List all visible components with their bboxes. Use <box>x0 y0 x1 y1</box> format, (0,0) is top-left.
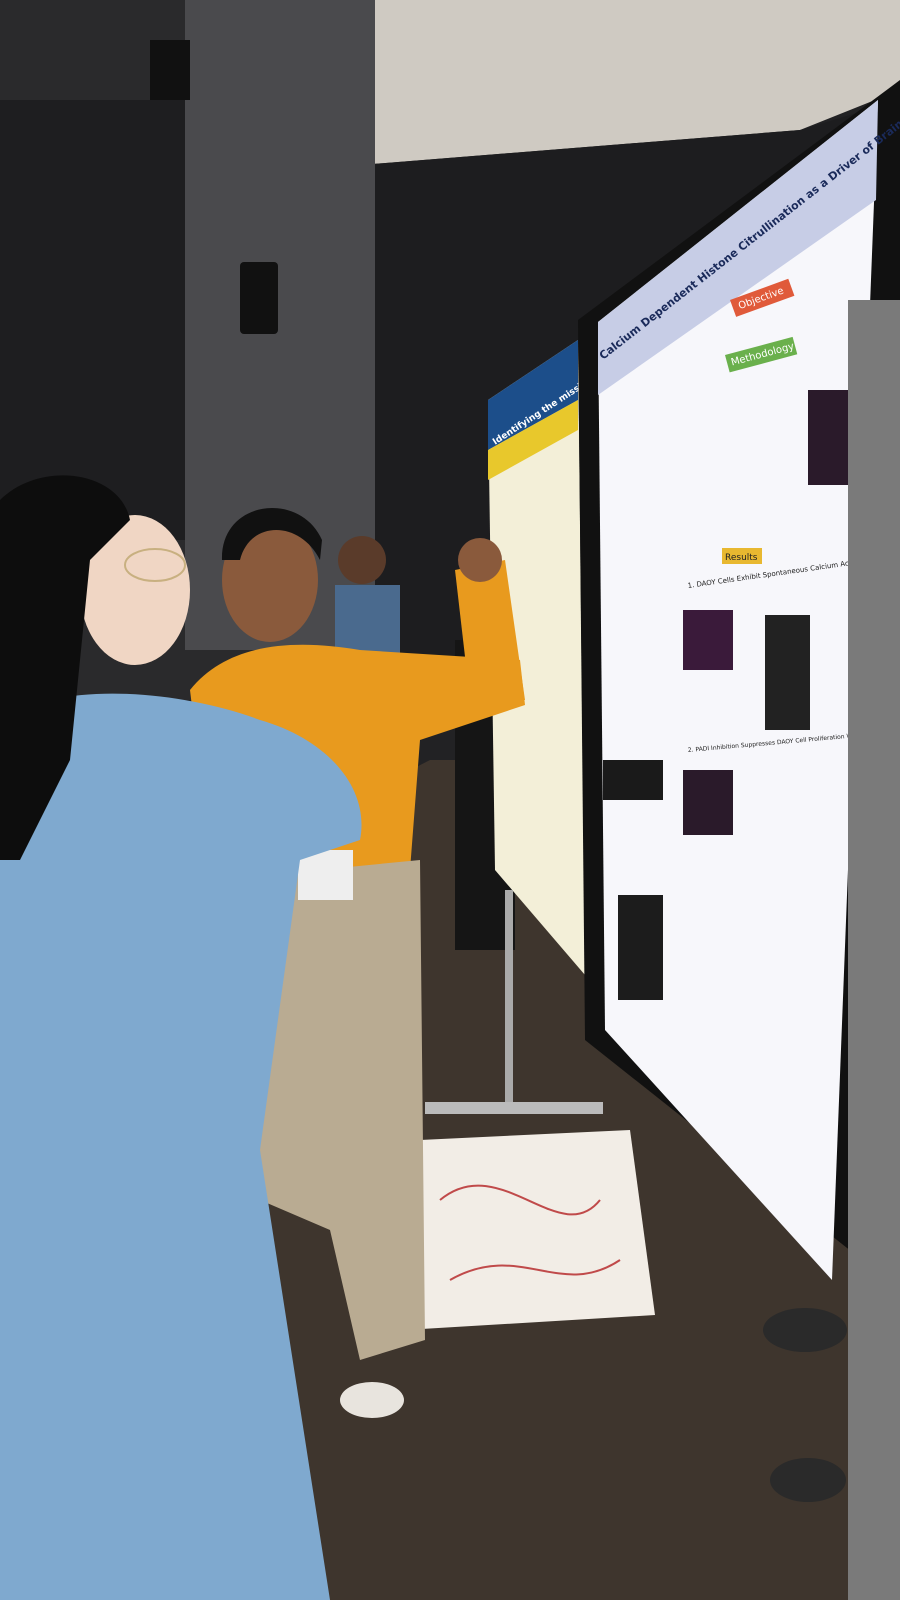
stand-base <box>425 1102 603 1114</box>
poster-board <box>488 340 585 975</box>
wall-panel <box>0 100 200 540</box>
section-tag <box>725 336 798 373</box>
speaker <box>240 262 278 334</box>
figure <box>683 770 733 835</box>
shoe <box>770 1458 846 1502</box>
poster-header <box>488 340 578 450</box>
camera <box>150 40 190 100</box>
ceiling <box>350 0 900 165</box>
section-label: Results <box>725 553 758 563</box>
background-person-head <box>338 536 386 584</box>
poster-stand <box>505 890 513 1110</box>
glasses <box>124 548 186 582</box>
hand <box>458 538 502 582</box>
figure <box>808 390 848 485</box>
hair <box>221 507 322 560</box>
drawing-lines <box>439 1184 621 1281</box>
floor-drawing <box>405 1130 655 1330</box>
face <box>80 515 190 665</box>
poster-header <box>598 100 878 395</box>
figure <box>683 610 733 670</box>
figure <box>618 895 663 1000</box>
figure <box>765 615 810 730</box>
shoe <box>763 1308 847 1352</box>
shoe <box>340 1382 404 1418</box>
raised-arm <box>455 560 525 700</box>
hair <box>0 475 130 860</box>
blue-dress <box>0 693 362 1600</box>
section-tag <box>730 278 795 317</box>
poster-band <box>488 400 578 480</box>
figure <box>603 760 663 800</box>
section-tag <box>722 548 762 564</box>
badge <box>298 850 353 900</box>
face <box>222 518 318 642</box>
poster-stand <box>848 300 900 1600</box>
